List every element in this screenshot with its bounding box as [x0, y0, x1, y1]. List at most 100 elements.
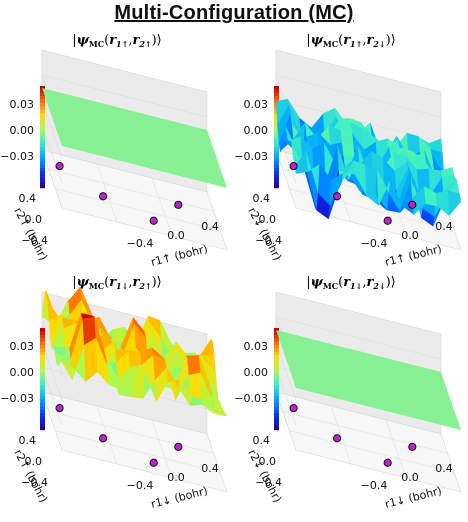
colorbar-cell	[40, 120, 45, 124]
panel-title: |ψMC(r1↑,r2↓)⟩	[306, 33, 396, 49]
colorbar-cell	[40, 392, 45, 397]
colorbar-cell	[40, 402, 45, 407]
nucleus-marker	[383, 216, 392, 225]
nuclei-markers	[55, 162, 183, 225]
grid-line	[289, 430, 455, 473]
z-tick-label: −0.03	[0, 150, 34, 163]
colorbar-cell	[40, 375, 45, 380]
colorbar-cell	[40, 409, 45, 414]
surface-cell	[128, 350, 142, 368]
colorbar-cell	[40, 423, 45, 427]
colorbar-cell	[274, 89, 279, 93]
z-tick-label: 0.00	[10, 124, 35, 137]
colorbar-cell	[274, 334, 279, 339]
colorbar-cell	[274, 147, 279, 151]
z-tick-label: 0.03	[10, 98, 35, 111]
z-tick-label: −0.03	[0, 392, 34, 405]
colorbar-cell	[40, 147, 45, 151]
colorbar-cell	[274, 328, 279, 332]
colorbar-cell	[40, 113, 45, 117]
colorbar-cell	[274, 160, 279, 165]
colorbar-cell	[40, 160, 45, 165]
x-tick-label: −0.4	[361, 237, 388, 250]
colorbar-cell	[40, 92, 45, 97]
z-tick-label: −0.03	[234, 150, 268, 163]
wavefunction-surface	[276, 330, 461, 430]
colorbar-cell	[40, 130, 45, 134]
colorbar-cell	[40, 382, 45, 386]
y-tick-label: −0.4	[21, 234, 48, 247]
colorbar-cell	[40, 184, 45, 189]
y-tick-label: 0.0	[25, 455, 43, 468]
colorbar-cell	[274, 365, 279, 369]
colorbar-cell	[274, 419, 279, 424]
surface-plot: 0.030.00−0.030.40.0−0.4 −0.40.00.4r2↓ (bo…	[234, 275, 462, 511]
surface-cell	[213, 395, 228, 417]
nuclei-markers	[289, 404, 417, 467]
colorbar-cell	[274, 392, 279, 397]
colorbar-cell	[40, 143, 45, 148]
z-tick-label: 0.00	[244, 366, 269, 379]
colorbar-cell	[274, 174, 279, 178]
grid-line	[96, 163, 118, 223]
grid-line	[55, 188, 221, 231]
grid-line	[96, 405, 118, 465]
colorbar-cell	[274, 341, 279, 346]
colorbar-cell	[40, 164, 45, 168]
figure-title: Multi-Configuration (MC)	[114, 2, 354, 24]
z-tick-label: −0.03	[234, 392, 268, 405]
nucleus-marker	[289, 162, 298, 171]
colorbar-cell	[274, 338, 279, 342]
surface-plane	[42, 88, 227, 188]
y-tick-label: 0.0	[259, 455, 277, 468]
surface-plot: 0.030.00−0.030.40.0−0.4 −0.40.00.4r2↑ (bo…	[0, 275, 228, 511]
nucleus-marker	[289, 404, 298, 413]
colorbar-cell	[274, 385, 279, 390]
grid-line	[41, 366, 63, 426]
colorbar-cell	[274, 184, 279, 189]
colorbar-cell	[274, 181, 279, 185]
colorbar-cell	[40, 89, 45, 93]
surface-plane	[276, 330, 461, 430]
surface-cell	[447, 190, 462, 217]
colorbar-cell	[274, 382, 279, 386]
colorbar-cell	[274, 362, 279, 366]
y-tick-label: 0.4	[253, 192, 271, 205]
colorbar-cell	[274, 413, 279, 417]
colorbar-cell	[274, 140, 279, 144]
colorbar-cell	[274, 157, 279, 161]
colorbar-cell	[274, 358, 279, 363]
colorbar-cell	[40, 379, 45, 383]
colorbar-cell	[40, 334, 45, 339]
grid-line	[385, 419, 407, 479]
colorbar	[274, 328, 279, 431]
panel-down-up: 0.03 0.00 −0.03 0.4 0.0 −0.4 −0.4 0.0 0.4 r2↑ (bo…	[0, 272, 234, 522]
colorbar-cell	[274, 375, 279, 380]
colorbar-cell	[40, 167, 45, 172]
wavefunction-surface	[42, 88, 227, 188]
x-tick-label: 0.4	[435, 220, 453, 233]
colorbar-cell	[40, 109, 45, 114]
y-tick-label: 0.0	[25, 213, 43, 226]
colorbar-cell	[274, 331, 279, 335]
x-axis-label: r1↓ (bohr)	[150, 484, 209, 511]
grid-line	[275, 74, 442, 118]
colorbar-cell	[40, 103, 45, 107]
y-tick-label: 0.0	[259, 213, 277, 226]
x-tick-label: 0.0	[167, 229, 185, 242]
x-tick-label: 0.4	[201, 462, 219, 475]
grid-line	[151, 419, 173, 479]
colorbar-cell	[274, 171, 279, 175]
colorbar-cell	[274, 423, 279, 427]
colorbar-cell	[274, 137, 279, 141]
colorbar-cell	[274, 368, 279, 373]
colorbar-cell	[40, 426, 45, 431]
grid-line	[41, 124, 63, 184]
nucleus-marker	[333, 192, 342, 201]
colorbar-cell	[40, 181, 45, 185]
nucleus-marker	[408, 200, 417, 209]
colorbar-cell	[274, 406, 279, 410]
nucleus-marker	[55, 162, 64, 171]
colorbar-cell	[274, 372, 279, 376]
colorbar-cell	[274, 126, 279, 131]
